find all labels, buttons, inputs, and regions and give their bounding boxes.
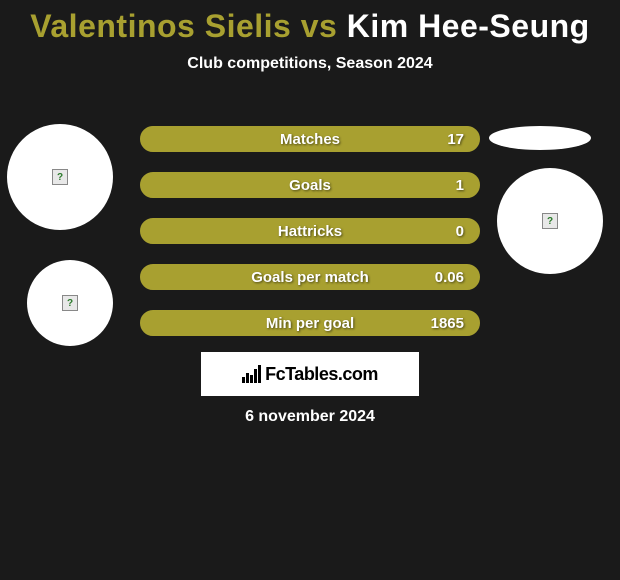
- player2-name: Kim Hee-Seung: [347, 8, 590, 44]
- stat-bars: Matches 17 Goals 1 Hattricks 0 Goals per match…: [140, 126, 480, 356]
- stat-label: Hattricks: [278, 223, 342, 240]
- stat-label: Goals: [289, 177, 331, 194]
- player1-name: Valentinos Sielis: [30, 8, 291, 44]
- stat-value: 1: [456, 177, 464, 194]
- stat-label: Min per goal: [266, 315, 354, 332]
- stat-label: Matches: [280, 131, 340, 148]
- stat-value: 1865: [431, 315, 464, 332]
- player-avatar-top-left: ?: [7, 124, 113, 230]
- stat-bar: Goals 1: [140, 172, 480, 198]
- image-placeholder-icon: ?: [542, 213, 558, 229]
- stat-bar: Matches 17: [140, 126, 480, 152]
- stat-value: 0.06: [435, 269, 464, 286]
- stat-value: 17: [447, 131, 464, 148]
- stat-bar: Hattricks 0: [140, 218, 480, 244]
- image-placeholder-icon: ?: [52, 169, 68, 185]
- date-text: 6 november 2024: [0, 408, 620, 426]
- vs-text: vs: [291, 8, 346, 44]
- stat-bar: Min per goal 1865: [140, 310, 480, 336]
- bar-chart-icon: [242, 365, 261, 383]
- brand-text: FcTables.com: [265, 364, 378, 385]
- stat-bar: Goals per match 0.06: [140, 264, 480, 290]
- comparison-infographic: Valentinos Sielis vs Kim Hee-Seung Club …: [0, 0, 620, 580]
- stat-value: 0: [456, 223, 464, 240]
- page-title: Valentinos Sielis vs Kim Hee-Seung: [0, 0, 620, 45]
- subtitle: Club competitions, Season 2024: [0, 55, 620, 73]
- brand-box: FcTables.com: [201, 352, 419, 396]
- player-avatar-right: ?: [497, 168, 603, 274]
- player-avatar-bottom-left: ?: [27, 260, 113, 346]
- decorative-ellipse: [489, 126, 591, 150]
- brand-inner: FcTables.com: [242, 364, 378, 385]
- image-placeholder-icon: ?: [62, 295, 78, 311]
- stat-label: Goals per match: [251, 269, 369, 286]
